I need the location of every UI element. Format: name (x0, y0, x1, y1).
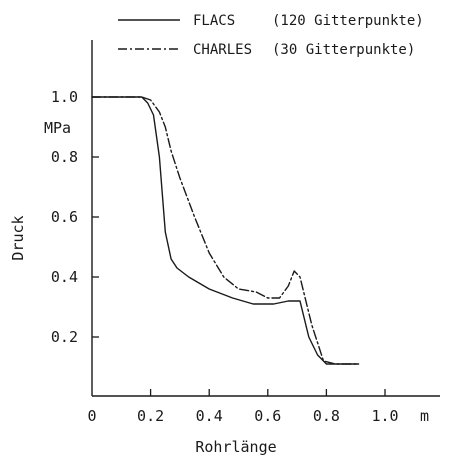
series-line-charles (91, 96, 360, 365)
legend: FLACS (120 Gitterpunkte) CHARLES (30 Gitter… (118, 13, 424, 58)
legend-note: (120 Gitterpunkte) (272, 13, 424, 29)
x-tick-label: 0.4 (196, 407, 223, 425)
x-axis-unit: m (420, 407, 429, 425)
x-axis-title: Rohrlänge (195, 438, 276, 456)
x-tick-label: 0 (87, 407, 96, 425)
y-axis-unit: MPa (44, 119, 71, 137)
y-tick-label: 0.2 (51, 328, 78, 346)
y-axis-title: Druck (9, 215, 27, 260)
y-tick-label: 0.4 (51, 268, 78, 286)
legend-label: FLACS (193, 13, 235, 29)
x-tick-label: 1.0 (371, 407, 398, 425)
y-tick-label: 0.8 (51, 148, 78, 166)
y-tick-label: 0.6 (51, 208, 78, 226)
series-line-flacs (91, 96, 360, 365)
y-ticks: 1.0 0.8 0.6 0.4 0.2 (51, 88, 99, 346)
x-tick-label: 0.8 (313, 407, 340, 425)
series-layer (91, 96, 360, 365)
x-ticks: 0 0.2 0.4 0.6 0.8 1.0 (87, 389, 399, 425)
legend-note: (30 Gitterpunkte) (272, 42, 415, 58)
legend-label: CHARLES (193, 42, 252, 58)
axes (91, 40, 440, 397)
x-tick-label: 0.2 (137, 407, 164, 425)
x-tick-label: 0.6 (254, 407, 281, 425)
y-tick-label: 1.0 (51, 88, 78, 106)
